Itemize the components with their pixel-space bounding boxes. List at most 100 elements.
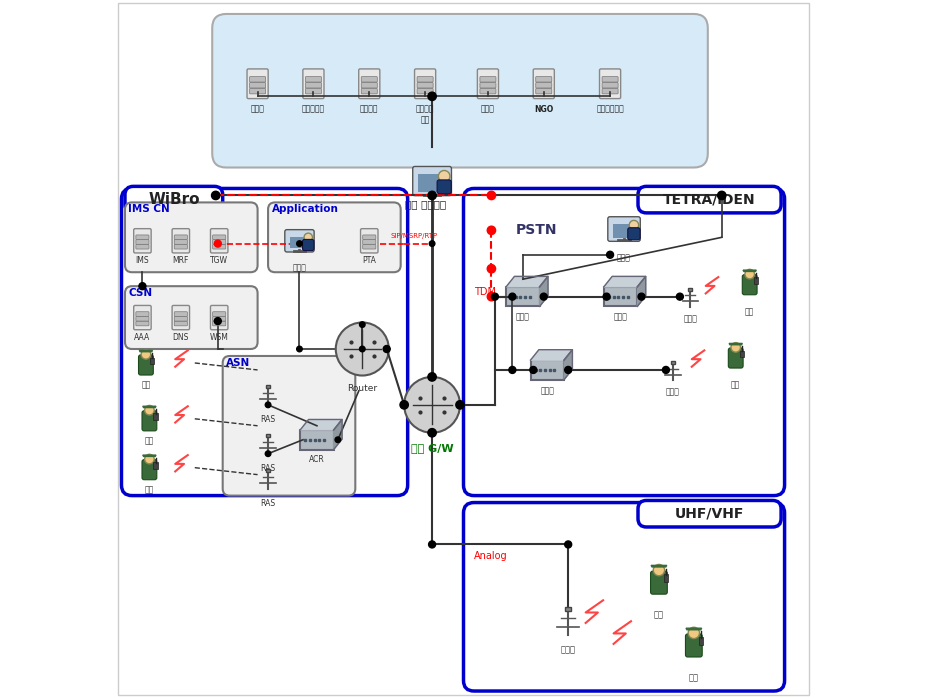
FancyBboxPatch shape <box>743 274 757 295</box>
FancyBboxPatch shape <box>685 634 703 657</box>
Text: 단말: 단말 <box>654 611 664 620</box>
Circle shape <box>565 366 572 373</box>
Text: RAS: RAS <box>260 464 275 473</box>
FancyBboxPatch shape <box>533 69 554 98</box>
Text: MRF: MRF <box>172 256 189 265</box>
Text: 국가위성센터: 국가위성센터 <box>596 105 624 114</box>
Circle shape <box>629 221 639 230</box>
Text: 단말: 단말 <box>145 485 154 494</box>
Circle shape <box>540 293 547 300</box>
FancyBboxPatch shape <box>651 571 667 594</box>
Polygon shape <box>730 343 743 345</box>
FancyBboxPatch shape <box>608 216 641 242</box>
Ellipse shape <box>508 224 550 253</box>
FancyBboxPatch shape <box>136 321 149 326</box>
FancyBboxPatch shape <box>305 82 322 88</box>
FancyBboxPatch shape <box>174 312 187 316</box>
FancyBboxPatch shape <box>136 239 149 244</box>
Circle shape <box>491 293 499 300</box>
FancyBboxPatch shape <box>477 69 499 98</box>
FancyBboxPatch shape <box>212 14 708 168</box>
FancyBboxPatch shape <box>268 202 400 272</box>
FancyBboxPatch shape <box>603 287 637 306</box>
Circle shape <box>688 628 700 639</box>
FancyBboxPatch shape <box>133 229 151 253</box>
Polygon shape <box>743 270 756 272</box>
Circle shape <box>265 451 271 456</box>
FancyBboxPatch shape <box>136 235 149 239</box>
FancyBboxPatch shape <box>506 287 540 306</box>
FancyBboxPatch shape <box>174 316 187 321</box>
Polygon shape <box>637 276 646 306</box>
FancyBboxPatch shape <box>212 321 226 326</box>
Polygon shape <box>506 276 548 287</box>
Circle shape <box>141 350 151 359</box>
FancyBboxPatch shape <box>222 356 355 496</box>
FancyBboxPatch shape <box>125 286 258 349</box>
FancyBboxPatch shape <box>266 385 270 388</box>
FancyBboxPatch shape <box>138 355 153 375</box>
FancyBboxPatch shape <box>305 77 322 82</box>
Text: PTA: PTA <box>362 256 376 265</box>
Circle shape <box>400 401 409 409</box>
FancyBboxPatch shape <box>740 350 743 357</box>
Circle shape <box>488 292 496 301</box>
Circle shape <box>214 318 222 325</box>
Polygon shape <box>603 276 646 287</box>
Text: 교환기: 교환기 <box>614 313 628 322</box>
Text: 재해대책
본부: 재해대책 본부 <box>416 105 435 124</box>
Circle shape <box>139 283 146 290</box>
Circle shape <box>603 293 610 300</box>
FancyBboxPatch shape <box>413 167 451 195</box>
Text: SIP/MSRP/RTP: SIP/MSRP/RTP <box>390 232 438 239</box>
FancyBboxPatch shape <box>154 462 158 469</box>
FancyBboxPatch shape <box>362 89 377 94</box>
FancyBboxPatch shape <box>285 230 314 252</box>
FancyBboxPatch shape <box>438 180 451 194</box>
FancyBboxPatch shape <box>133 306 151 329</box>
Text: 소방방재청: 소방방재청 <box>302 105 325 114</box>
FancyBboxPatch shape <box>174 239 187 244</box>
FancyBboxPatch shape <box>480 89 496 94</box>
Circle shape <box>297 346 302 352</box>
Text: 의료기관: 의료기관 <box>360 105 378 114</box>
FancyBboxPatch shape <box>464 503 784 691</box>
Circle shape <box>428 92 437 101</box>
Text: 단말: 단말 <box>145 436 154 445</box>
FancyBboxPatch shape <box>754 277 757 284</box>
FancyBboxPatch shape <box>303 69 324 98</box>
FancyBboxPatch shape <box>136 312 149 316</box>
Text: RAS: RAS <box>260 415 275 424</box>
Text: 지령대: 지령대 <box>617 253 631 262</box>
FancyBboxPatch shape <box>212 316 226 321</box>
FancyBboxPatch shape <box>729 348 743 368</box>
FancyBboxPatch shape <box>362 77 377 82</box>
Circle shape <box>677 293 683 300</box>
FancyBboxPatch shape <box>302 239 314 251</box>
Circle shape <box>304 233 312 242</box>
Text: 지령대: 지령대 <box>293 263 307 272</box>
Text: ACR: ACR <box>309 455 324 464</box>
Text: DNS: DNS <box>172 333 189 342</box>
Circle shape <box>265 402 271 408</box>
FancyBboxPatch shape <box>638 186 781 213</box>
Circle shape <box>488 191 496 200</box>
FancyBboxPatch shape <box>136 244 149 249</box>
FancyBboxPatch shape <box>565 607 571 611</box>
FancyBboxPatch shape <box>417 82 433 88</box>
Polygon shape <box>530 350 572 360</box>
Text: 기지국: 기지국 <box>683 314 697 323</box>
FancyBboxPatch shape <box>530 360 564 380</box>
FancyBboxPatch shape <box>136 316 149 321</box>
FancyBboxPatch shape <box>638 500 781 527</box>
FancyBboxPatch shape <box>249 77 266 82</box>
Text: 단말: 단말 <box>141 380 150 389</box>
Circle shape <box>297 241 302 246</box>
FancyBboxPatch shape <box>602 89 618 94</box>
Text: RAS: RAS <box>260 499 275 508</box>
Circle shape <box>509 366 515 373</box>
FancyBboxPatch shape <box>150 357 154 364</box>
FancyBboxPatch shape <box>414 69 436 98</box>
Circle shape <box>456 401 464 409</box>
Text: UHF/VHF: UHF/VHF <box>675 507 743 521</box>
